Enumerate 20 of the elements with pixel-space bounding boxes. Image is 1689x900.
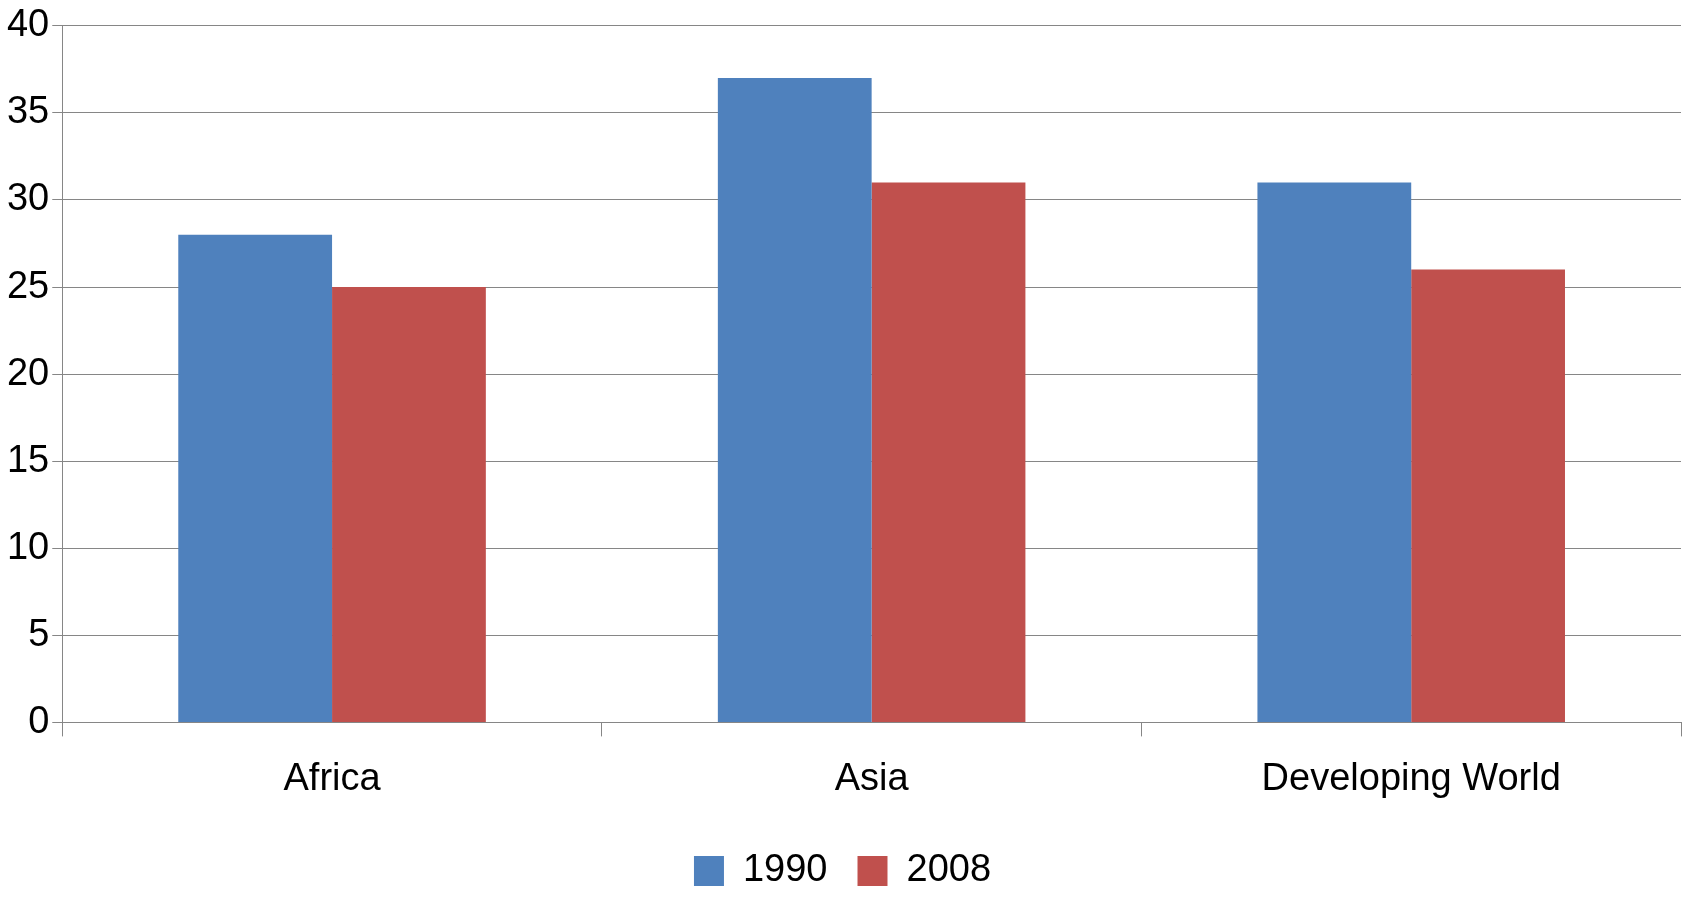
legend-label: 2008 xyxy=(906,847,992,890)
bar xyxy=(332,287,486,722)
bar xyxy=(717,78,872,722)
y-tick-label: 5 xyxy=(28,611,50,654)
y-tick-label: 10 xyxy=(6,524,50,567)
legend-label: 1990 xyxy=(742,847,828,890)
x-tick-label: Asia xyxy=(834,755,910,798)
y-tick-label: 20 xyxy=(6,350,50,393)
bar xyxy=(871,182,1026,722)
y-tick-label: 15 xyxy=(6,437,50,480)
y-tick-label: 35 xyxy=(6,89,50,132)
bar xyxy=(1411,269,1565,722)
y-tick-label: 30 xyxy=(6,176,50,219)
y-tick-label: 25 xyxy=(6,263,50,306)
y-tick-label: 0 xyxy=(28,698,50,741)
y-tick-label: 40 xyxy=(6,2,50,45)
x-tick-label: Developing World xyxy=(1261,755,1561,798)
bar xyxy=(178,234,333,722)
bar xyxy=(1257,182,1412,722)
x-tick-label: Africa xyxy=(283,755,382,798)
